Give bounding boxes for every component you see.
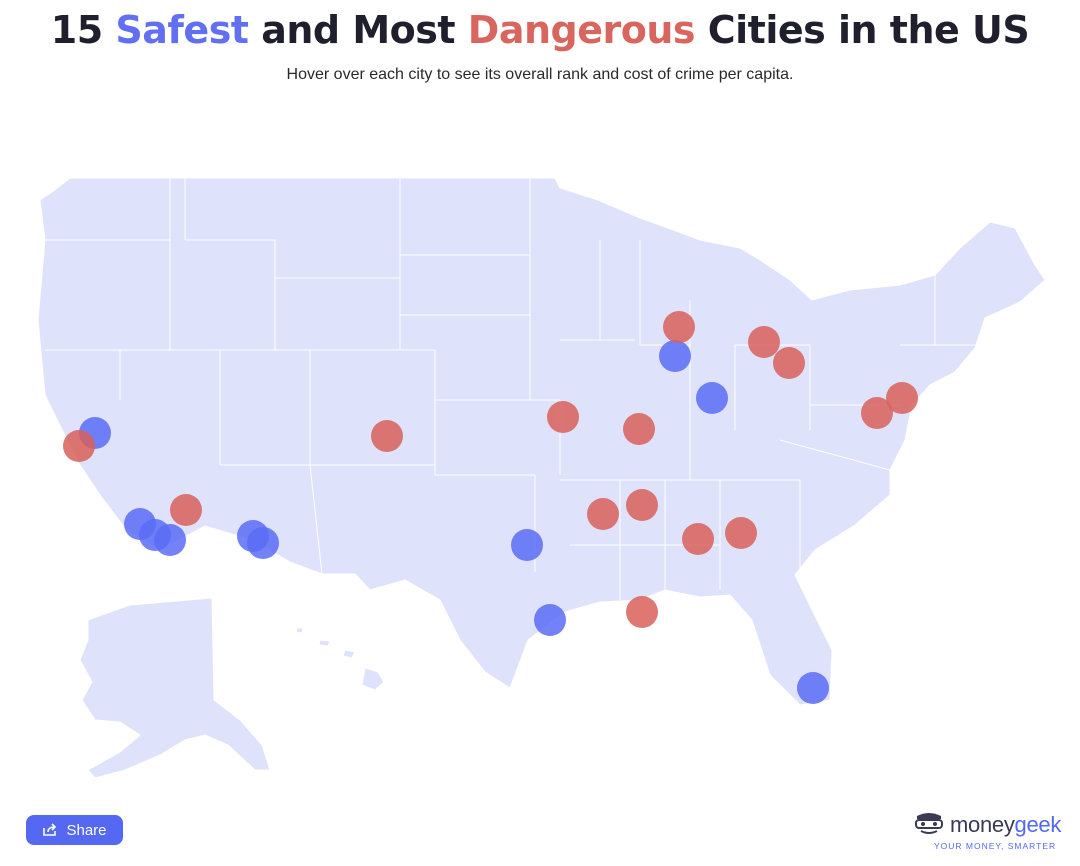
hawaii-maui [342,649,356,659]
danger-city-marker[interactable] [626,489,658,521]
danger-city-marker[interactable] [886,382,918,414]
alaska-land [79,597,271,779]
danger-city-marker[interactable] [587,498,619,530]
moneygeek-mask-icon [915,813,943,834]
danger-city-marker[interactable] [623,413,655,445]
safe-city-marker[interactable] [696,382,728,414]
hawaii-kauai [295,627,304,634]
title-safest: Safest [115,8,249,52]
danger-city-marker[interactable] [682,523,714,555]
page-title: 15 Safest and Most Dangerous Cities in t… [50,8,1030,52]
safe-city-marker[interactable] [797,672,829,704]
land [37,177,1046,779]
contiguous-us-land [37,177,1046,706]
dangerous-city-markers [63,311,918,628]
state-borders [45,178,985,600]
moneygeek-logo[interactable]: moneygeek YOUR MONEY, SMARTER [912,808,1062,854]
danger-city-marker[interactable] [748,326,780,358]
danger-city-marker[interactable] [861,397,893,429]
hawaii-big-island [361,667,385,691]
safe-city-marker[interactable] [247,527,279,559]
danger-city-marker[interactable] [663,311,695,343]
hawaii-oahu [318,639,331,647]
title-dangerous: Dangerous [467,8,696,52]
danger-city-marker[interactable] [170,494,202,526]
danger-city-marker[interactable] [547,401,579,433]
brand-tagline: YOUR MONEY, SMARTER [934,841,1057,851]
share-label: Share [66,821,107,839]
danger-city-marker[interactable] [773,347,805,379]
safe-city-marker[interactable] [659,340,691,372]
danger-city-marker[interactable] [626,596,658,628]
safe-city-marker[interactable] [534,604,566,636]
safe-city-marker[interactable] [154,524,186,556]
page-subtitle: Hover over each city to see its overall … [286,66,794,83]
safest-city-markers [79,340,829,704]
danger-city-marker[interactable] [371,420,403,452]
safe-city-marker[interactable] [511,529,543,561]
share-icon [43,823,57,836]
brand-name: moneygeek [950,812,1062,837]
danger-city-marker[interactable] [725,517,757,549]
share-button[interactable]: Share [26,815,123,845]
danger-city-marker[interactable] [63,430,95,462]
